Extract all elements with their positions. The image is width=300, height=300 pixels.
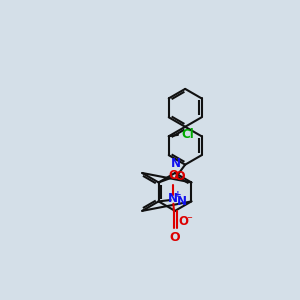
Text: Cl: Cl (182, 128, 194, 141)
Text: N: N (168, 192, 178, 205)
Text: ⁻: ⁻ (186, 215, 192, 225)
Text: O: O (168, 169, 178, 182)
Text: +: + (174, 190, 182, 199)
Text: O: O (175, 170, 185, 183)
Text: N: N (170, 157, 181, 170)
Text: O: O (178, 215, 188, 228)
Text: O: O (170, 231, 180, 244)
Text: N: N (177, 195, 187, 208)
